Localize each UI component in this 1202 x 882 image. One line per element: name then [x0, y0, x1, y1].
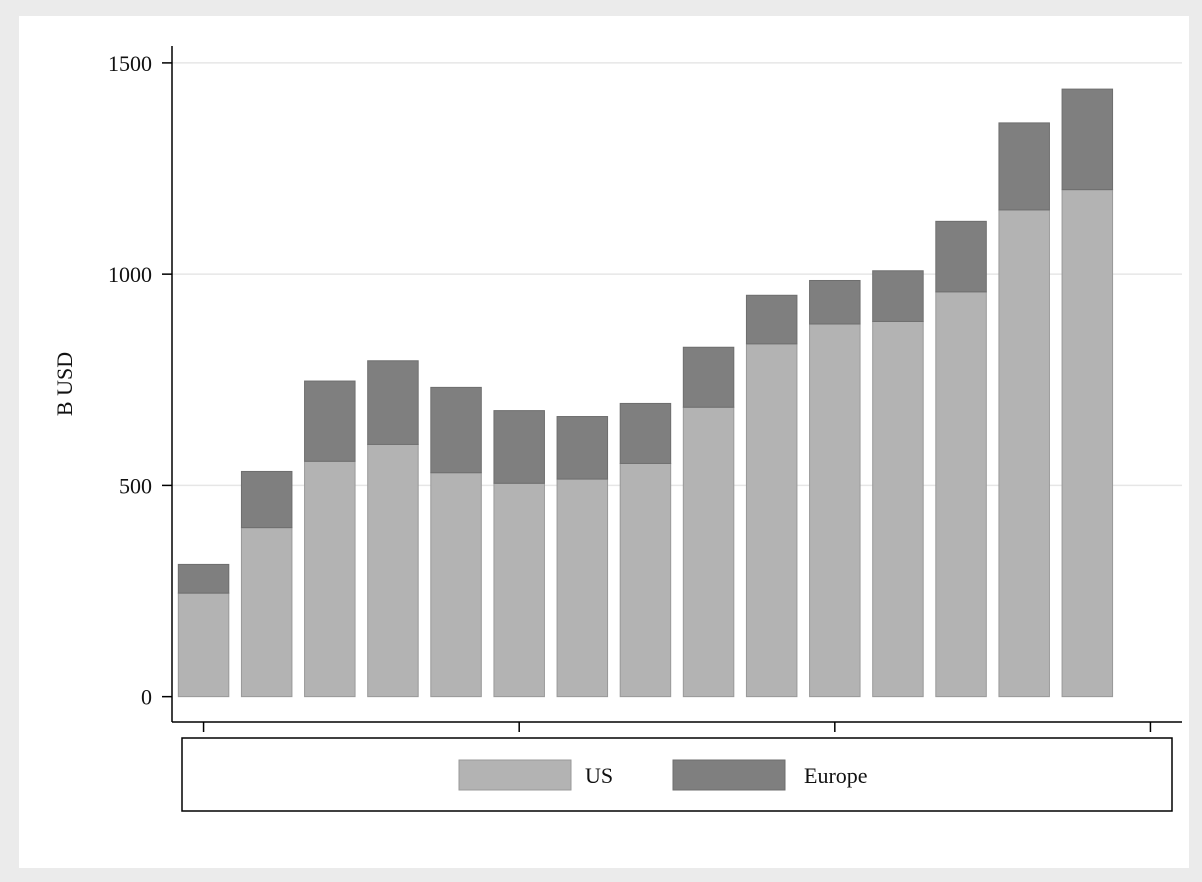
- bar-us-2007: [304, 460, 356, 698]
- bar-europe-2008: [367, 360, 419, 445]
- bar-europe-2009: [430, 386, 482, 474]
- bar-us-2005: [177, 592, 230, 698]
- bar-us-2018: [998, 209, 1050, 698]
- bar-us-2006: [240, 527, 293, 698]
- bar-us-2012: [619, 462, 672, 698]
- bar-europe-2013: [682, 346, 735, 408]
- bar-us-2019: [1061, 189, 1114, 698]
- bar-us-2015: [809, 323, 861, 698]
- y-tick-label-1500: 1500: [108, 51, 152, 76]
- bar-europe-2010: [493, 410, 545, 484]
- legend-swatch-us: [458, 759, 572, 791]
- bar-us-2008: [367, 443, 419, 698]
- bar-europe-2016: [872, 270, 924, 322]
- bar-europe-2018: [998, 122, 1050, 211]
- y-tick-label-1000: 1000: [108, 262, 152, 287]
- bar-europe-2015: [809, 279, 861, 325]
- bar-us-2013: [682, 406, 735, 698]
- bar-europe-2006: [240, 470, 293, 529]
- bar-us-2016: [872, 320, 924, 698]
- bar-us-2009: [430, 472, 482, 698]
- bar-europe-2005: [177, 563, 230, 594]
- legend-label-us: US: [585, 763, 613, 788]
- bar-europe-2014: [745, 294, 798, 345]
- bar-europe-2012: [619, 402, 672, 464]
- bar-europe-2011: [556, 416, 609, 480]
- axes: [171, 46, 1182, 723]
- y-tick-label-0: 0: [141, 685, 152, 710]
- bar-us-2017: [935, 291, 987, 698]
- legend-label-europe: Europe: [804, 763, 868, 788]
- bar-europe-2017: [935, 220, 987, 293]
- bar-europe-2019: [1061, 88, 1114, 191]
- bar-us-2014: [745, 343, 798, 698]
- bar-us-2010: [493, 482, 545, 698]
- legend: US Europe: [181, 737, 1173, 812]
- legend-swatch-europe: [672, 759, 786, 791]
- y-ticks: 0 500 1000 1500: [108, 51, 172, 710]
- bar-us-2011: [556, 478, 609, 698]
- bar-europe-2007: [304, 380, 356, 462]
- bars: [177, 88, 1114, 698]
- y-tick-label-500: 500: [119, 473, 152, 498]
- y-axis-label: B USD: [52, 352, 77, 416]
